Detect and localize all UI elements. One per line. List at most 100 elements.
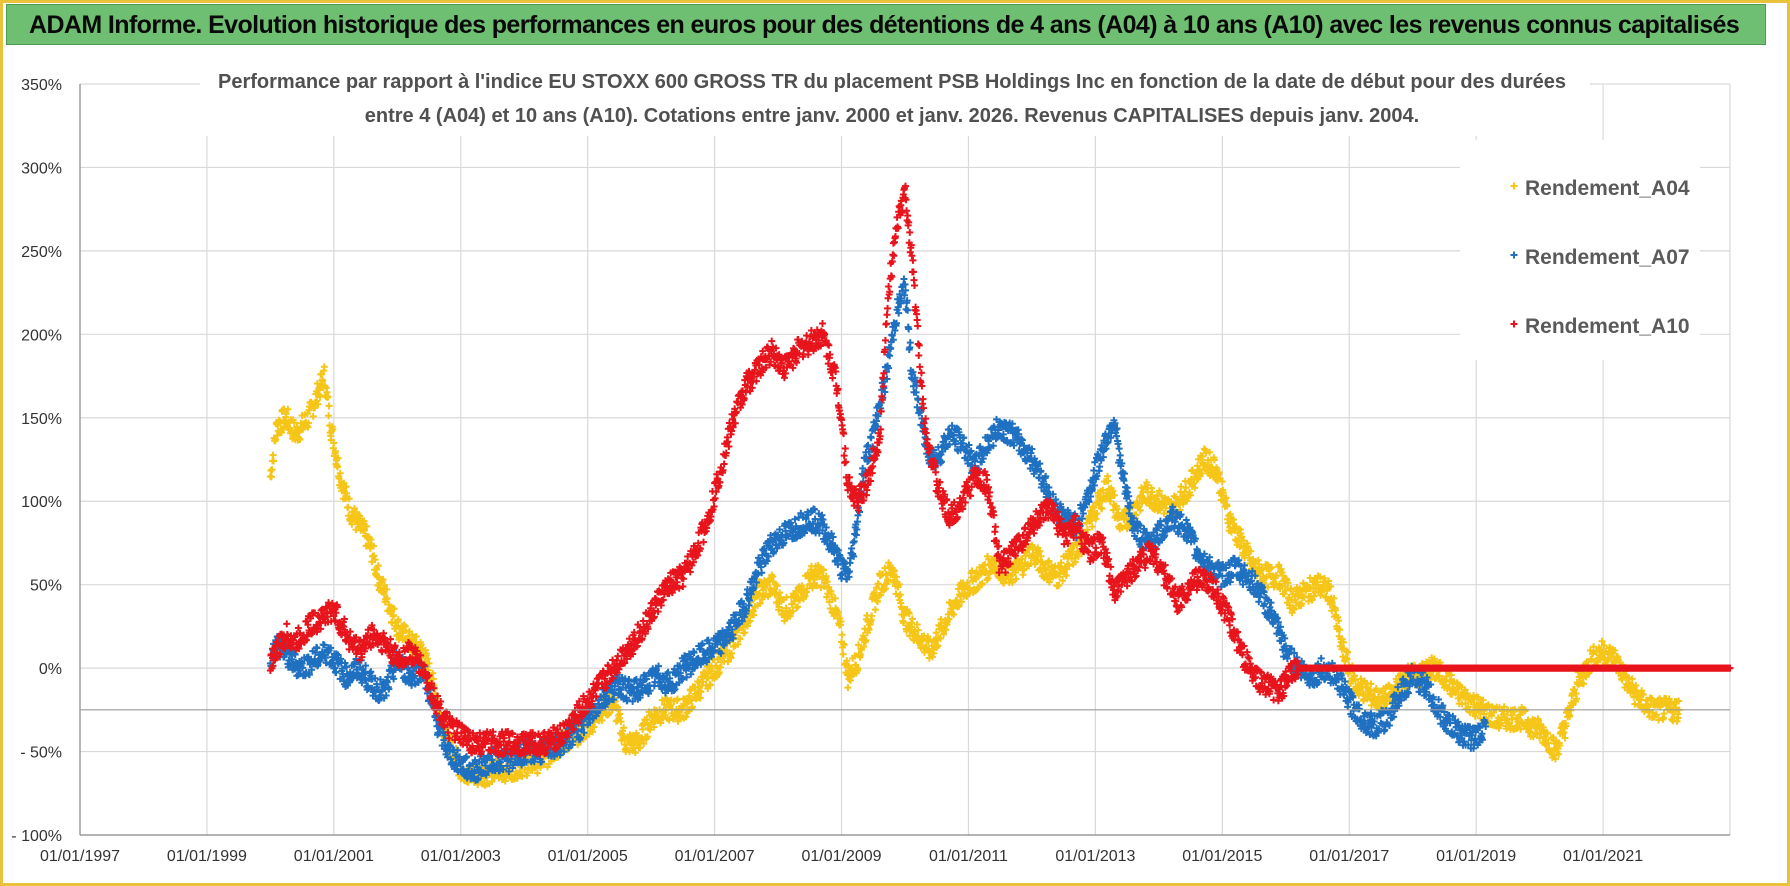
data-point (743, 622, 751, 630)
data-point (682, 713, 690, 721)
data-point (823, 593, 831, 601)
data-point (374, 562, 382, 570)
data-point (736, 635, 744, 643)
data-point (857, 651, 865, 659)
data-point (775, 603, 783, 611)
data-point (381, 581, 389, 589)
data-point (773, 582, 781, 590)
data-point (827, 590, 835, 598)
series-Rendement_A07 (266, 275, 1490, 784)
data-point (325, 412, 333, 420)
data-point (617, 718, 625, 726)
data-point (394, 616, 402, 624)
data-point (425, 659, 433, 667)
data-point (1660, 710, 1668, 718)
data-point (688, 703, 696, 711)
data-point (756, 600, 764, 608)
data-point (859, 632, 867, 640)
data-point (383, 585, 391, 593)
data-point (370, 552, 378, 560)
data-point (646, 726, 654, 734)
data-point (345, 495, 353, 503)
data-point (1115, 445, 1123, 453)
data-point (715, 668, 723, 676)
data-point (363, 522, 371, 530)
data-point (825, 583, 833, 591)
data-point (350, 504, 358, 512)
data-point (336, 469, 344, 477)
series-Rendement_A04 (266, 363, 1683, 789)
data-point (620, 724, 628, 732)
data-point (383, 594, 391, 602)
data-point (871, 606, 879, 614)
data-point (319, 377, 327, 385)
data-point (776, 589, 784, 597)
data-point (1116, 451, 1124, 459)
data-point (335, 474, 343, 482)
data-point (690, 649, 698, 657)
data-point (304, 419, 312, 427)
data-point (325, 402, 333, 410)
data-point (316, 386, 324, 394)
data-point (334, 454, 342, 462)
data-point (296, 435, 304, 443)
data-point (268, 466, 276, 474)
data-point (370, 542, 378, 550)
data-point (771, 590, 779, 598)
data-point (834, 608, 842, 616)
data-point (390, 611, 398, 619)
data-point (822, 572, 830, 580)
data-point (385, 600, 393, 608)
data-point (1096, 463, 1104, 471)
data-point (622, 744, 630, 752)
data-point (801, 592, 809, 600)
data-point (650, 723, 658, 731)
data-point (640, 740, 648, 748)
data-point (412, 632, 420, 640)
data-point (273, 432, 281, 440)
data-point (284, 405, 292, 413)
data-point (378, 576, 386, 584)
data-point (699, 678, 707, 686)
data-point (402, 626, 410, 634)
data-point (837, 618, 845, 626)
data-point (838, 631, 846, 639)
data-point (750, 611, 758, 619)
data-point (696, 694, 704, 702)
data-point (796, 596, 804, 604)
data-point (868, 612, 876, 620)
data-point (874, 598, 881, 606)
data-point (716, 663, 724, 671)
page-title: ADAM Informe. Evolution historique des p… (29, 11, 1740, 39)
data-point (582, 733, 590, 741)
data-point (900, 275, 908, 283)
data-point (344, 503, 352, 511)
data-point (862, 636, 870, 644)
data-point (906, 339, 914, 347)
data-point (380, 590, 388, 598)
data-point (429, 675, 437, 683)
data-point (813, 582, 821, 590)
data-points (266, 182, 1734, 789)
data-point (1182, 516, 1190, 524)
data-point (309, 412, 317, 420)
data-point (782, 604, 790, 612)
data-point (706, 681, 714, 689)
data-point (633, 732, 641, 740)
data-point (850, 537, 858, 545)
data-point (854, 665, 862, 673)
data-point (488, 777, 496, 785)
data-point (840, 641, 848, 649)
data-point (631, 749, 639, 757)
data-point (789, 607, 797, 615)
data-point (330, 439, 338, 447)
data-point (360, 517, 368, 525)
data-point (643, 733, 651, 741)
data-point (267, 473, 275, 481)
data-point (367, 668, 375, 676)
data-point (814, 561, 822, 569)
data-point (314, 400, 322, 408)
data-point (867, 434, 875, 442)
